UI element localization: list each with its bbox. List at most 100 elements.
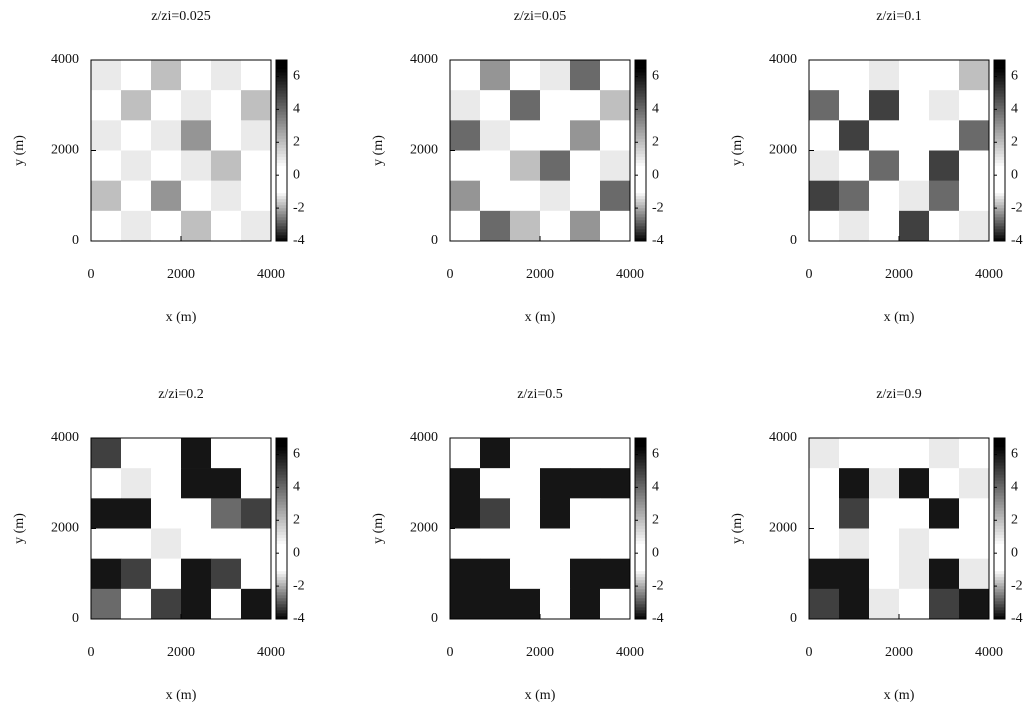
colorbar-segment (635, 210, 646, 215)
heatmap-cell (510, 150, 541, 181)
heatmap-cell (211, 468, 242, 499)
heatmap-cell (540, 120, 571, 151)
x-tick-label: 0 (447, 267, 454, 282)
colorbar-segment (994, 69, 1005, 73)
heatmap-cell (510, 588, 541, 620)
colorbar-segment (276, 63, 287, 67)
heatmap-cell (959, 468, 990, 499)
colorbar-tick-label: 0 (1011, 167, 1018, 182)
colorbar-segment (276, 156, 287, 160)
colorbar-segment (994, 462, 1005, 466)
x-tick-label: 2000 (526, 267, 554, 282)
heatmap-cell (480, 90, 511, 121)
heatmap-cell (121, 438, 152, 469)
x-axis-label: x (m) (525, 310, 556, 325)
heatmap-cell (839, 90, 870, 121)
colorbar-segment (635, 498, 646, 502)
colorbar-segment (276, 471, 287, 475)
heatmap-cell (869, 438, 900, 469)
colorbar-segment (635, 561, 646, 566)
colorbar-segment (635, 546, 646, 551)
heatmap-cell (510, 60, 541, 91)
colorbar-segment (635, 168, 646, 173)
heatmap-cell (839, 588, 870, 620)
x-tick-label: 4000 (257, 267, 285, 282)
colorbar-segment (994, 111, 1005, 115)
colorbar-tick-label: 4 (1011, 480, 1018, 495)
heatmap-cell (899, 210, 930, 242)
colorbar-frame (275, 59, 288, 242)
heatmap-cell (959, 558, 990, 590)
colorbar-segment (635, 444, 646, 448)
heatmap-cell (91, 210, 122, 242)
colorbar-segment (635, 468, 646, 472)
colorbar-segment (635, 207, 646, 212)
colorbar-segment (994, 609, 1005, 614)
colorbar-segment (276, 438, 287, 442)
colorbar-segment (276, 195, 287, 200)
heatmap-cell (91, 588, 122, 620)
heatmap-cell (450, 60, 481, 91)
colorbar-segment (635, 189, 646, 194)
colorbar-segment (276, 183, 287, 188)
colorbar-segment (635, 516, 646, 520)
heatmap-cell (540, 438, 571, 469)
colorbar-segment (276, 540, 287, 544)
colorbar-segment (276, 558, 287, 563)
heatmap-cell (600, 150, 631, 181)
colorbar-segment (994, 174, 1005, 179)
colorbar-segment (994, 135, 1005, 139)
heatmap-cell (510, 438, 541, 469)
colorbar-segment (994, 540, 1005, 544)
heatmap-cell (540, 60, 571, 91)
colorbar-segment (635, 483, 646, 487)
colorbar-segment (994, 237, 1005, 242)
heatmap-cell (929, 150, 960, 181)
heatmap-cell (809, 588, 840, 620)
heatmap-cell (959, 60, 990, 91)
heatmap-cell (480, 558, 511, 590)
colorbar-segment (276, 81, 287, 85)
colorbar-segment (635, 159, 646, 163)
colorbar-segment (276, 174, 287, 179)
colorbar-segment (994, 552, 1005, 557)
heatmap-cell (869, 150, 900, 181)
colorbar-tick-label: 6 (293, 69, 300, 84)
colorbar-tick-label: -4 (293, 233, 305, 248)
colorbar-segment (994, 213, 1005, 218)
colorbar-segment (635, 552, 646, 557)
heatmap-cell (91, 498, 122, 529)
colorbar-segment (994, 204, 1005, 209)
colorbar-tick-label: -2 (652, 200, 664, 215)
colorbar-segment (635, 108, 646, 112)
colorbar-segment (276, 519, 287, 523)
colorbar-segment (994, 225, 1005, 230)
colorbar-frame (993, 437, 1006, 620)
colorbar-segment (994, 450, 1005, 454)
heatmap-cell (899, 528, 930, 559)
heatmap-cell (899, 498, 930, 529)
colorbar-segment (994, 153, 1005, 157)
heatmap-cell (510, 558, 541, 590)
colorbar-segment (994, 186, 1005, 191)
colorbar-segment (635, 96, 646, 100)
heatmap-cell (510, 528, 541, 559)
heatmap-cell (121, 90, 152, 121)
colorbar-segment (994, 180, 1005, 185)
colorbar-segment (276, 570, 287, 575)
colorbar-segment (635, 453, 646, 457)
colorbar-segment (635, 72, 646, 76)
heatmap-cell (480, 150, 511, 181)
heatmap-cell (929, 60, 960, 91)
heatmap-cell (869, 120, 900, 151)
colorbar-segment (994, 66, 1005, 70)
x-tick-label: 0 (806, 267, 813, 282)
colorbar-segment (994, 75, 1005, 79)
heatmap-cell (121, 468, 152, 499)
y-tick-label: 0 (431, 233, 438, 248)
colorbar-segment (994, 558, 1005, 563)
heatmap-cell (540, 150, 571, 181)
colorbar-segment (635, 591, 646, 596)
colorbar-segment (276, 144, 287, 148)
y-tick-label: 2000 (769, 521, 797, 536)
